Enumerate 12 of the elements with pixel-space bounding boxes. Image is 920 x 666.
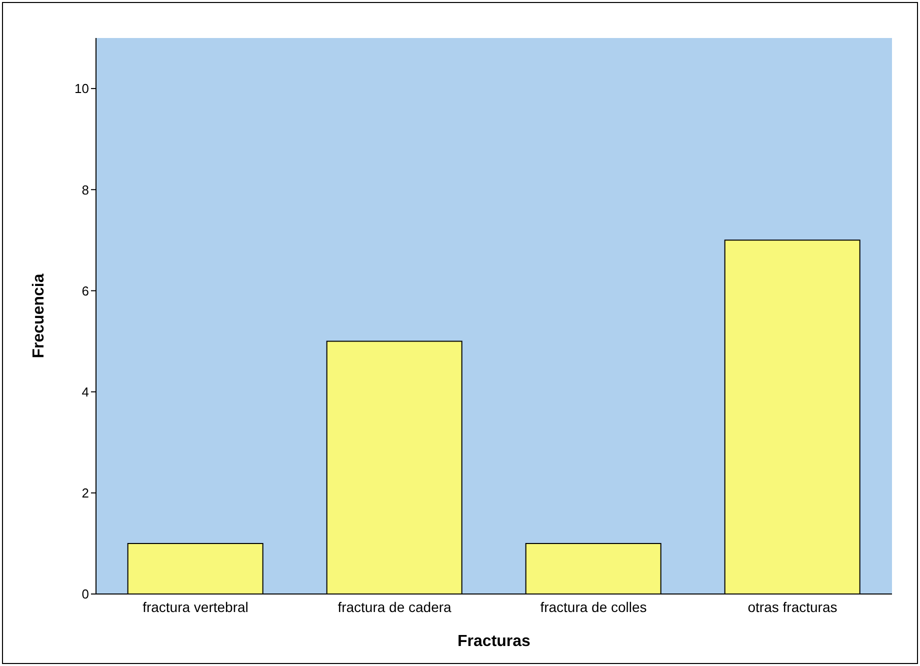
x-tick-label: otras fracturas bbox=[748, 598, 838, 615]
y-tick-label: 6 bbox=[82, 283, 89, 298]
y-tick-label: 2 bbox=[82, 486, 89, 501]
y-tick-label: 10 bbox=[74, 81, 89, 96]
x-tick-label: fractura de cadera bbox=[338, 598, 452, 615]
x-tick-label: fractura vertebral bbox=[142, 598, 248, 615]
x-axis-title: Fracturas bbox=[458, 633, 531, 650]
y-tick-label: 0 bbox=[82, 586, 89, 602]
y-tick-label: 4 bbox=[82, 384, 89, 400]
x-tick-label: fractura de colles bbox=[540, 598, 647, 615]
y-axis-title: Frecuencia bbox=[30, 274, 48, 358]
y-tick-label: 8 bbox=[82, 182, 89, 198]
